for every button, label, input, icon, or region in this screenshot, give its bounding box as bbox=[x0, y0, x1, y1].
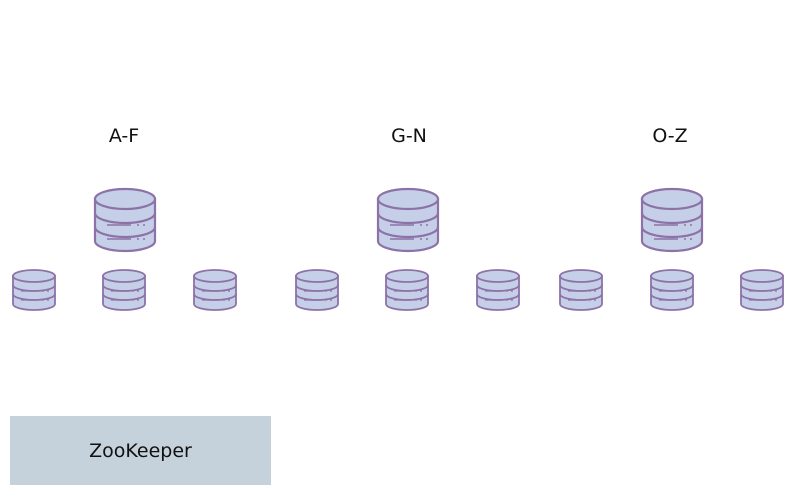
replica-database-o-z-1-icon bbox=[558, 268, 604, 312]
replica-database-g-n-1-icon bbox=[294, 268, 340, 312]
replica-database-o-z-3-icon bbox=[739, 268, 785, 312]
shard-label-a-f: A-F bbox=[108, 125, 140, 147]
replica-database-a-f-3-icon bbox=[192, 268, 238, 312]
replica-database-a-f-1-icon bbox=[11, 268, 57, 312]
shard-label-o-z: O-Z bbox=[652, 125, 688, 147]
replica-database-a-f-2-icon bbox=[101, 268, 147, 312]
zookeeper-box: ZooKeeper bbox=[10, 416, 271, 485]
zookeeper-label: ZooKeeper bbox=[89, 439, 192, 462]
replica-database-o-z-2-icon bbox=[649, 268, 695, 312]
replica-database-g-n-3-icon bbox=[475, 268, 521, 312]
primary-database-g-n-icon bbox=[376, 187, 440, 255]
shard-label-g-n: G-N bbox=[391, 125, 427, 147]
primary-database-o-z-icon bbox=[640, 187, 704, 255]
replica-database-g-n-2-icon bbox=[384, 268, 430, 312]
primary-database-a-f-icon bbox=[93, 187, 157, 255]
